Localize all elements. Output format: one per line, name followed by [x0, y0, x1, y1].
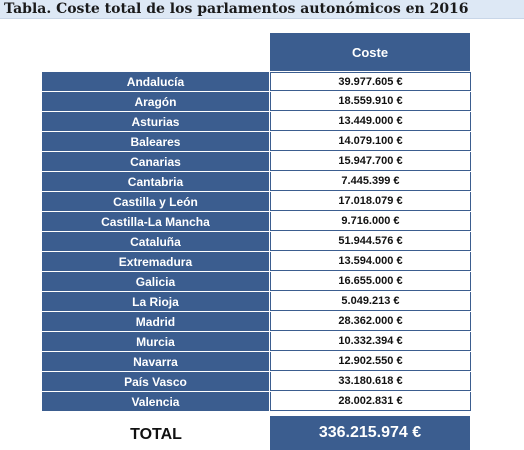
region-cell: Andalucía: [42, 72, 269, 92]
region-cell: Madrid: [42, 312, 269, 332]
region-cell: Valencia: [42, 392, 269, 412]
cost-cell: 10.332.394 €: [269, 332, 471, 351]
table-row: Navarra 12.902.550 €: [42, 352, 471, 372]
cost-cell: 33.180.618 €: [269, 372, 471, 391]
region-cell: Cantabria: [42, 172, 269, 192]
region-cell: Aragón: [42, 92, 269, 112]
region-cell: La Rioja: [42, 292, 269, 312]
table-row: Extremadura 13.594.000 €: [42, 252, 471, 272]
table-row: Baleares 14.079.100 €: [42, 132, 471, 152]
region-cell: Murcia: [42, 332, 269, 352]
cost-cell: 28.002.831 €: [269, 392, 471, 411]
cost-cell: 14.079.100 €: [269, 132, 471, 151]
table-row: Canarias 15.947.700 €: [42, 152, 471, 172]
region-cell: Castilla-La Mancha: [42, 212, 269, 232]
region-cell: País Vasco: [42, 372, 269, 392]
cost-cell: 7.445.399 €: [269, 172, 471, 191]
cost-cell: 17.018.079 €: [269, 192, 471, 211]
region-cell: Canarias: [42, 152, 269, 172]
cost-cell: 5.049.213 €: [269, 292, 471, 311]
table-row: País Vasco 33.180.618 €: [42, 372, 471, 392]
cost-cell: 39.977.605 €: [269, 72, 471, 91]
region-cell: Cataluña: [42, 232, 269, 252]
cost-cell: 15.947.700 €: [269, 152, 471, 171]
region-cell: Asturias: [42, 112, 269, 132]
region-cell: Galicia: [42, 272, 269, 292]
cost-cell: 28.362.000 €: [269, 312, 471, 331]
cost-cell: 51.944.576 €: [269, 232, 471, 251]
table-row: Aragón 18.559.910 €: [42, 92, 471, 112]
cost-cell: 13.594.000 €: [269, 252, 471, 271]
table-row: La Rioja 5.049.213 €: [42, 292, 471, 312]
table-row: Madrid 28.362.000 €: [42, 312, 471, 332]
region-cell: Baleares: [42, 132, 269, 152]
total-label: TOTAL: [130, 426, 182, 443]
table-row: Castilla y León 17.018.079 €: [42, 192, 471, 212]
cost-cell: 9.716.000 €: [269, 212, 471, 231]
table-row: Asturias 13.449.000 €: [42, 112, 471, 132]
table-row: Valencia 28.002.831 €: [42, 392, 471, 412]
table-row: Castilla-La Mancha 9.716.000 €: [42, 212, 471, 232]
cost-cell: 18.559.910 €: [269, 92, 471, 111]
region-cell: Navarra: [42, 352, 269, 372]
cost-cell: 12.902.550 €: [269, 352, 471, 371]
table-row: Cantabria 7.445.399 €: [42, 172, 471, 192]
cost-cell: 16.655.000 €: [269, 272, 471, 291]
cost-cell: 13.449.000 €: [269, 112, 471, 131]
table-row: Cataluña 51.944.576 €: [42, 232, 471, 252]
table-row: Galicia 16.655.000 €: [42, 272, 471, 292]
table-title: Tabla. Coste total de los parlamentos au…: [0, 0, 524, 19]
table-row: Andalucía 39.977.605 €: [42, 72, 471, 92]
column-header-cost: Coste: [270, 33, 470, 71]
total-value: 336.215.974 €: [270, 416, 470, 450]
region-cell: Castilla y León: [42, 192, 269, 212]
region-cell: Extremadura: [42, 252, 269, 272]
cost-table: Andalucía 39.977.605 € Aragón 18.559.910…: [42, 72, 471, 412]
table-row: Murcia 10.332.394 €: [42, 332, 471, 352]
